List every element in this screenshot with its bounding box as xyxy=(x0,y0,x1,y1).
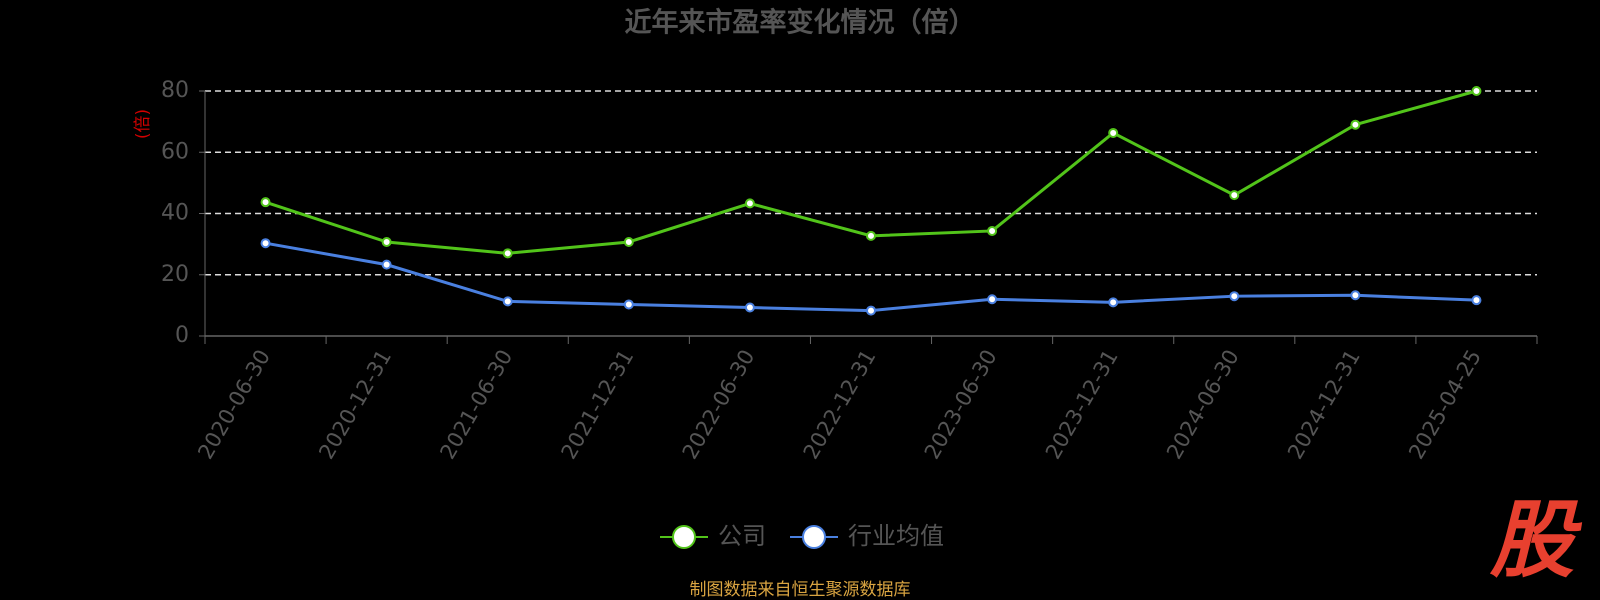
data-point xyxy=(381,259,392,270)
data-point xyxy=(744,198,755,209)
series-line xyxy=(265,89,1477,255)
source-note: 制图数据来自恒生聚源数据库 xyxy=(690,580,911,600)
data-point xyxy=(987,225,998,236)
x-tick-label: 2020-06-30 xyxy=(193,346,275,464)
data-point xyxy=(502,248,513,259)
watermark: 股 xyxy=(1489,491,1583,589)
y-tick-label: 0 xyxy=(175,323,189,348)
y-tick-label: 80 xyxy=(161,78,189,103)
data-point xyxy=(1471,295,1482,306)
data-point xyxy=(1108,127,1119,138)
data-point xyxy=(987,294,998,305)
x-tick-label: 2025-04-25 xyxy=(1404,346,1486,464)
legend-label: 公司 xyxy=(718,522,766,550)
x-tick-label: 2024-12-31 xyxy=(1283,346,1365,464)
data-point xyxy=(260,197,271,208)
data-point xyxy=(866,230,876,241)
legend-label: 行业均值 xyxy=(848,522,944,550)
data-point xyxy=(744,302,755,313)
x-tick-label: 2021-12-31 xyxy=(557,346,639,464)
data-point xyxy=(866,305,876,316)
legend-marker xyxy=(672,525,696,549)
y-axis-label: (倍) xyxy=(133,109,153,139)
x-tick-label: 2023-06-30 xyxy=(920,345,1002,463)
data-point xyxy=(623,299,634,310)
x-tick-label: 2022-06-30 xyxy=(678,346,760,464)
x-tick-label: 2024-06-30 xyxy=(1162,346,1244,464)
data-point xyxy=(623,236,634,247)
x-tick-label: 2020-12-31 xyxy=(314,346,396,464)
data-point xyxy=(502,296,513,307)
series-line xyxy=(265,241,1477,313)
chart-title: 近年来市盈率变化情况（倍） xyxy=(625,7,976,39)
x-tick-label: 2023-12-31 xyxy=(1041,346,1123,464)
data-point xyxy=(1229,190,1240,201)
x-tick-label: 2022-12-31 xyxy=(799,346,881,464)
y-tick-label: 60 xyxy=(161,139,189,164)
y-tick-label: 20 xyxy=(161,262,189,287)
data-point xyxy=(1471,86,1482,96)
x-tick-label: 2021-06-30 xyxy=(435,346,517,464)
y-tick-label: 40 xyxy=(161,201,189,226)
legend-marker xyxy=(802,525,826,549)
data-point xyxy=(260,238,271,249)
data-point xyxy=(1350,119,1361,130)
data-point xyxy=(1229,291,1240,302)
data-point xyxy=(1108,297,1119,308)
data-point xyxy=(1350,290,1361,301)
data-point xyxy=(381,236,392,247)
